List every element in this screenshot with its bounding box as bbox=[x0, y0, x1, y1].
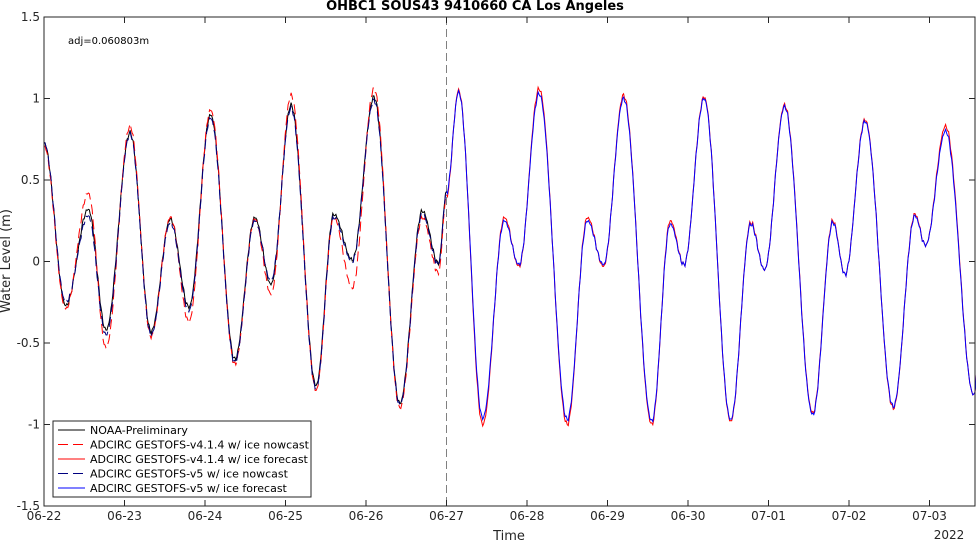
x-axis-label: Time bbox=[492, 529, 525, 541]
x-tick-label: 06-27 bbox=[429, 509, 464, 523]
legend-entry-1: NOAA-Preliminary bbox=[90, 424, 188, 437]
x-tick-label: 07-02 bbox=[832, 509, 867, 523]
x-tick-label: 06-26 bbox=[349, 509, 384, 523]
legend-entry-2: ADCIRC GESTOFS-v4.1.4 w/ ice nowcast bbox=[90, 439, 310, 452]
legend-entry-5: ADCIRC GESTOFS-v5 w/ ice forecast bbox=[90, 482, 288, 495]
legend-entry-4: ADCIRC GESTOFS-v5 w/ ice nowcast bbox=[90, 468, 289, 481]
y-tick-label: 1.5 bbox=[21, 10, 40, 24]
x-tick-label: 06-24 bbox=[188, 509, 223, 523]
y-axis-label: Water Level (m) bbox=[0, 209, 14, 313]
y-tick-label: 0 bbox=[32, 255, 40, 269]
x-tick-label: 06-23 bbox=[107, 509, 142, 523]
x-tick-label: 06-29 bbox=[590, 509, 625, 523]
y-tick-label: 1 bbox=[32, 92, 40, 106]
legend-entry-3: ADCIRC GESTOFS-v4.1.4 w/ ice forecast bbox=[90, 453, 309, 466]
x-tick-label: 06-30 bbox=[671, 509, 706, 523]
x-tick-label: 06-22 bbox=[27, 509, 62, 523]
y-tick-label: -0.5 bbox=[17, 336, 40, 350]
y-tick-label: 0.5 bbox=[21, 173, 40, 187]
x-tick-label: 06-28 bbox=[510, 509, 545, 523]
x-tick-label: 07-03 bbox=[912, 509, 947, 523]
x-tick-label: 06-25 bbox=[268, 509, 303, 523]
series-line-4 bbox=[43, 98, 447, 407]
series-line-5 bbox=[446, 88, 976, 424]
y-tick-label: -1 bbox=[28, 418, 40, 432]
x-tick-label: 07-01 bbox=[751, 509, 786, 523]
adjustment-annotation: adj=0.060803m bbox=[68, 36, 149, 47]
plot-area: 1.5 1 0.5 0 -0.5 -1 -1.506-22 06-23 06-24 06-25 06… bbox=[17, 10, 976, 523]
year-label: 2022 bbox=[934, 528, 965, 541]
series-line-2 bbox=[43, 87, 447, 410]
chart-title: OHBC1 SOUS43 9410660 CA Los Angeles bbox=[326, 0, 624, 14]
legend: NOAA-Preliminary ADCIRC GESTOFS-v4.1.4 w/… bbox=[52, 420, 312, 498]
legend-box bbox=[52, 420, 312, 498]
y-tick-label: -1.5 bbox=[17, 499, 40, 513]
